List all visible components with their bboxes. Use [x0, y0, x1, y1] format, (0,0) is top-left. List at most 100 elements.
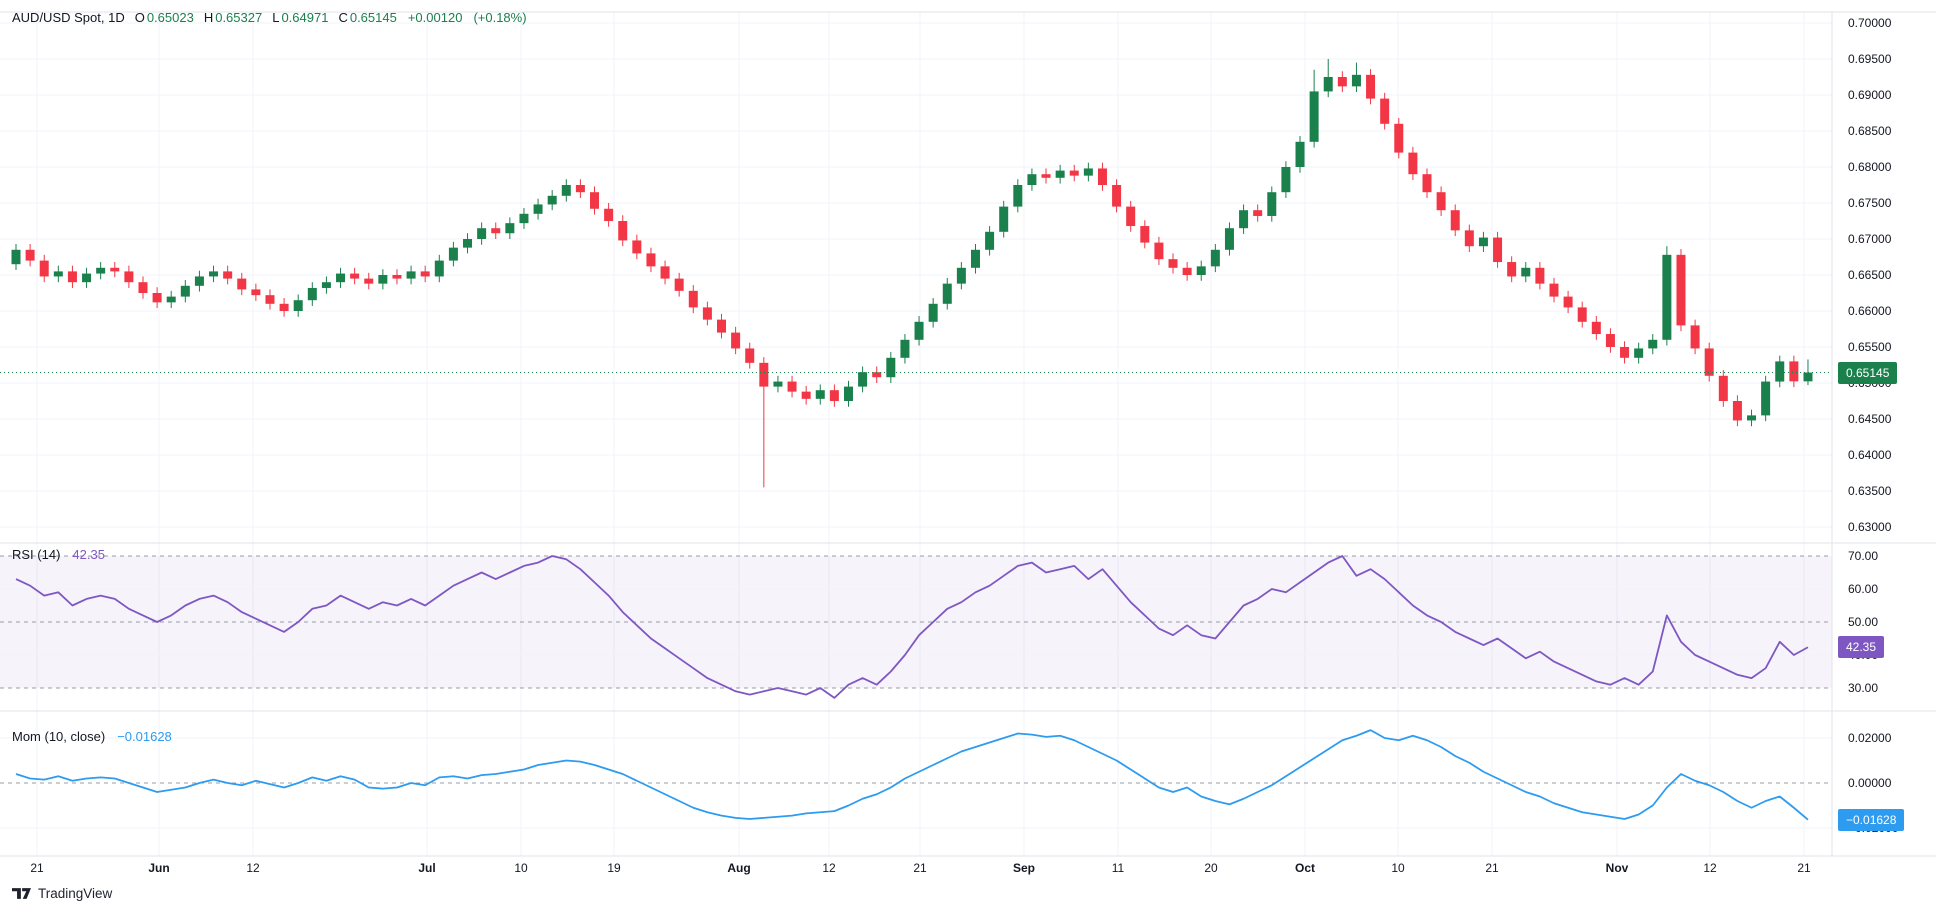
candle: [646, 253, 656, 267]
candle: [702, 307, 712, 320]
tradingview-logo[interactable]: TradingView: [12, 886, 112, 901]
candle: [928, 303, 938, 322]
price-axis-label: 0.69000: [1848, 88, 1892, 102]
candle: [1704, 348, 1714, 376]
time-axis-label[interactable]: 21: [913, 861, 927, 875]
candle: [180, 285, 190, 297]
candle: [1351, 74, 1361, 87]
candle: [336, 273, 346, 283]
time-axis-label[interactable]: 20: [1204, 861, 1218, 875]
candle: [1478, 237, 1488, 247]
candle: [1027, 174, 1037, 185]
time-axis-label[interactable]: 12: [822, 861, 836, 875]
candle: [1464, 230, 1474, 247]
time-axis-label[interactable]: 11: [1112, 861, 1125, 875]
candle: [942, 283, 952, 304]
rsi-axis-label: 70.00: [1848, 549, 1878, 563]
candle: [1154, 242, 1164, 260]
candle: [1097, 168, 1107, 185]
candle: [350, 273, 360, 279]
change-percent: (+0.18%): [473, 10, 527, 25]
candle: [434, 260, 444, 277]
candle: [1083, 168, 1093, 176]
time-axis-label[interactable]: 21: [1797, 861, 1811, 875]
time-axis-label[interactable]: Aug: [727, 861, 750, 875]
candle: [618, 221, 628, 241]
candle: [1380, 98, 1390, 124]
candle: [406, 271, 416, 279]
rsi-axis-label: 30.00: [1848, 681, 1878, 695]
candle: [96, 267, 106, 274]
price-axis-label: 0.68500: [1848, 124, 1892, 138]
candle: [575, 185, 585, 193]
candle: [1366, 74, 1376, 99]
candle: [420, 271, 430, 277]
rsi-line: [15, 555, 1809, 699]
candle: [1210, 249, 1220, 267]
symbol-title: AUD/USD Spot, 1D: [12, 10, 125, 25]
time-axis-label[interactable]: Oct: [1295, 861, 1315, 875]
candle: [1239, 210, 1249, 229]
time-axis-label[interactable]: Sep: [1013, 861, 1035, 875]
candle: [505, 223, 515, 234]
candle: [1323, 77, 1333, 92]
candle: [1577, 307, 1587, 322]
time-axis-label[interactable]: Jun: [148, 861, 169, 875]
candle: [1789, 361, 1799, 382]
candle: [1620, 347, 1630, 358]
rsi-title: RSI (14): [12, 547, 61, 562]
candle: [999, 206, 1009, 232]
candle: [801, 391, 811, 399]
candle: [533, 204, 543, 214]
candle: [858, 372, 868, 387]
time-axis-label[interactable]: Nov: [1606, 861, 1629, 875]
change-value: +0.00120: [407, 10, 463, 25]
candle: [547, 195, 557, 205]
candle: [787, 381, 797, 392]
candle: [237, 278, 247, 290]
time-axis-label[interactable]: 12: [1703, 861, 1717, 875]
candle: [1408, 152, 1418, 175]
time-axis-label[interactable]: 10: [514, 861, 528, 875]
time-scale[interactable]: [0, 856, 1832, 882]
candle: [138, 282, 148, 293]
candle: [1196, 266, 1206, 275]
ohlc-close: C 0.65145: [338, 10, 397, 25]
candle: [209, 271, 219, 277]
candle: [688, 290, 698, 308]
momentum-line: [15, 729, 1809, 821]
candle: [1732, 401, 1742, 421]
time-axis-label[interactable]: 19: [607, 861, 621, 875]
candle: [674, 278, 684, 291]
momentum-axis-label: 0.02000: [1848, 731, 1892, 745]
rsi-value: 42.35: [72, 547, 105, 562]
time-axis-label[interactable]: Jul: [418, 861, 435, 875]
ohlc-open: O 0.65023: [134, 10, 194, 25]
price-axis-label: 0.70000: [1848, 16, 1892, 30]
candle: [1069, 170, 1079, 176]
candle: [166, 296, 176, 303]
candle: [604, 208, 614, 221]
candle: [293, 300, 303, 311]
candle: [843, 386, 853, 401]
candle: [1337, 77, 1347, 87]
momentum-legend: Mom (10, close) −0.01628: [12, 729, 172, 745]
candle: [815, 390, 825, 399]
time-axis-label[interactable]: 21: [30, 861, 44, 875]
price-axis-label: 0.66000: [1848, 304, 1892, 318]
candle: [1267, 192, 1277, 216]
time-axis-label[interactable]: 10: [1391, 861, 1405, 875]
candle: [110, 267, 120, 272]
candle: [1775, 361, 1785, 382]
candle: [67, 271, 77, 283]
price-axis-label: 0.67500: [1848, 196, 1892, 210]
price-scale[interactable]: [1832, 12, 1936, 856]
candle: [1535, 267, 1545, 284]
candle: [1718, 375, 1728, 401]
time-axis-label[interactable]: 21: [1485, 861, 1499, 875]
time-axis-label[interactable]: 12: [246, 861, 260, 875]
rsi-value-tag: 42.35: [1838, 636, 1885, 659]
candle: [251, 289, 261, 296]
